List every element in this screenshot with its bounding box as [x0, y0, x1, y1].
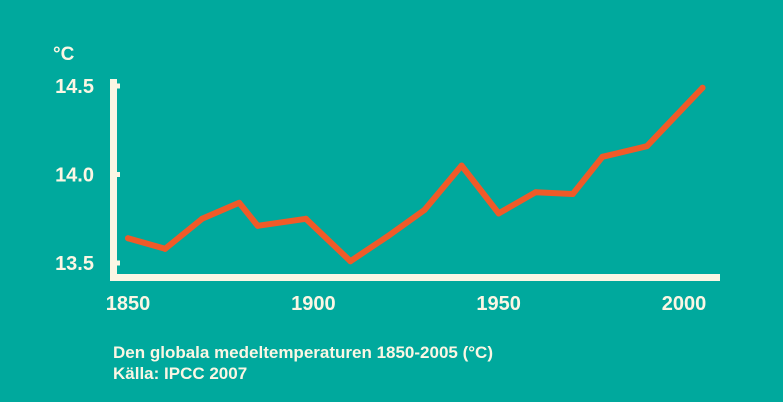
data-point [421, 206, 428, 213]
data-point [347, 258, 354, 265]
x-tick-label: 1900 [291, 293, 336, 315]
data-point [699, 84, 706, 91]
data-point [125, 235, 131, 242]
data-point [532, 189, 539, 196]
series-line [125, 84, 706, 265]
y-tick-label: 14.0 [55, 165, 94, 187]
data-point [384, 233, 391, 240]
x-tick-label: 1850 [106, 293, 151, 315]
chart-title: Den globala medeltemperaturen 1850-2005 … [113, 343, 493, 362]
y-tick-label: 14.5 [55, 76, 94, 98]
data-point [495, 210, 502, 217]
x-tick-label: 1950 [476, 293, 521, 315]
data-point [458, 162, 465, 169]
y-tick-label: 13.5 [55, 253, 94, 275]
data-point [236, 199, 243, 206]
x-tick-label: 2000 [662, 293, 707, 315]
data-point [569, 190, 576, 197]
chart-source: Källa: IPCC 2007 [113, 364, 248, 383]
data-point [162, 245, 169, 252]
data-point [254, 222, 261, 229]
data-point [643, 143, 650, 150]
data-point [599, 153, 606, 160]
data-point [199, 215, 206, 222]
temperature-line-chart: °C 13.5 14.0 14.5 1850 1900 1950 2000 [53, 44, 720, 315]
data-point [302, 215, 309, 222]
y-axis-unit-label: °C [53, 44, 75, 65]
